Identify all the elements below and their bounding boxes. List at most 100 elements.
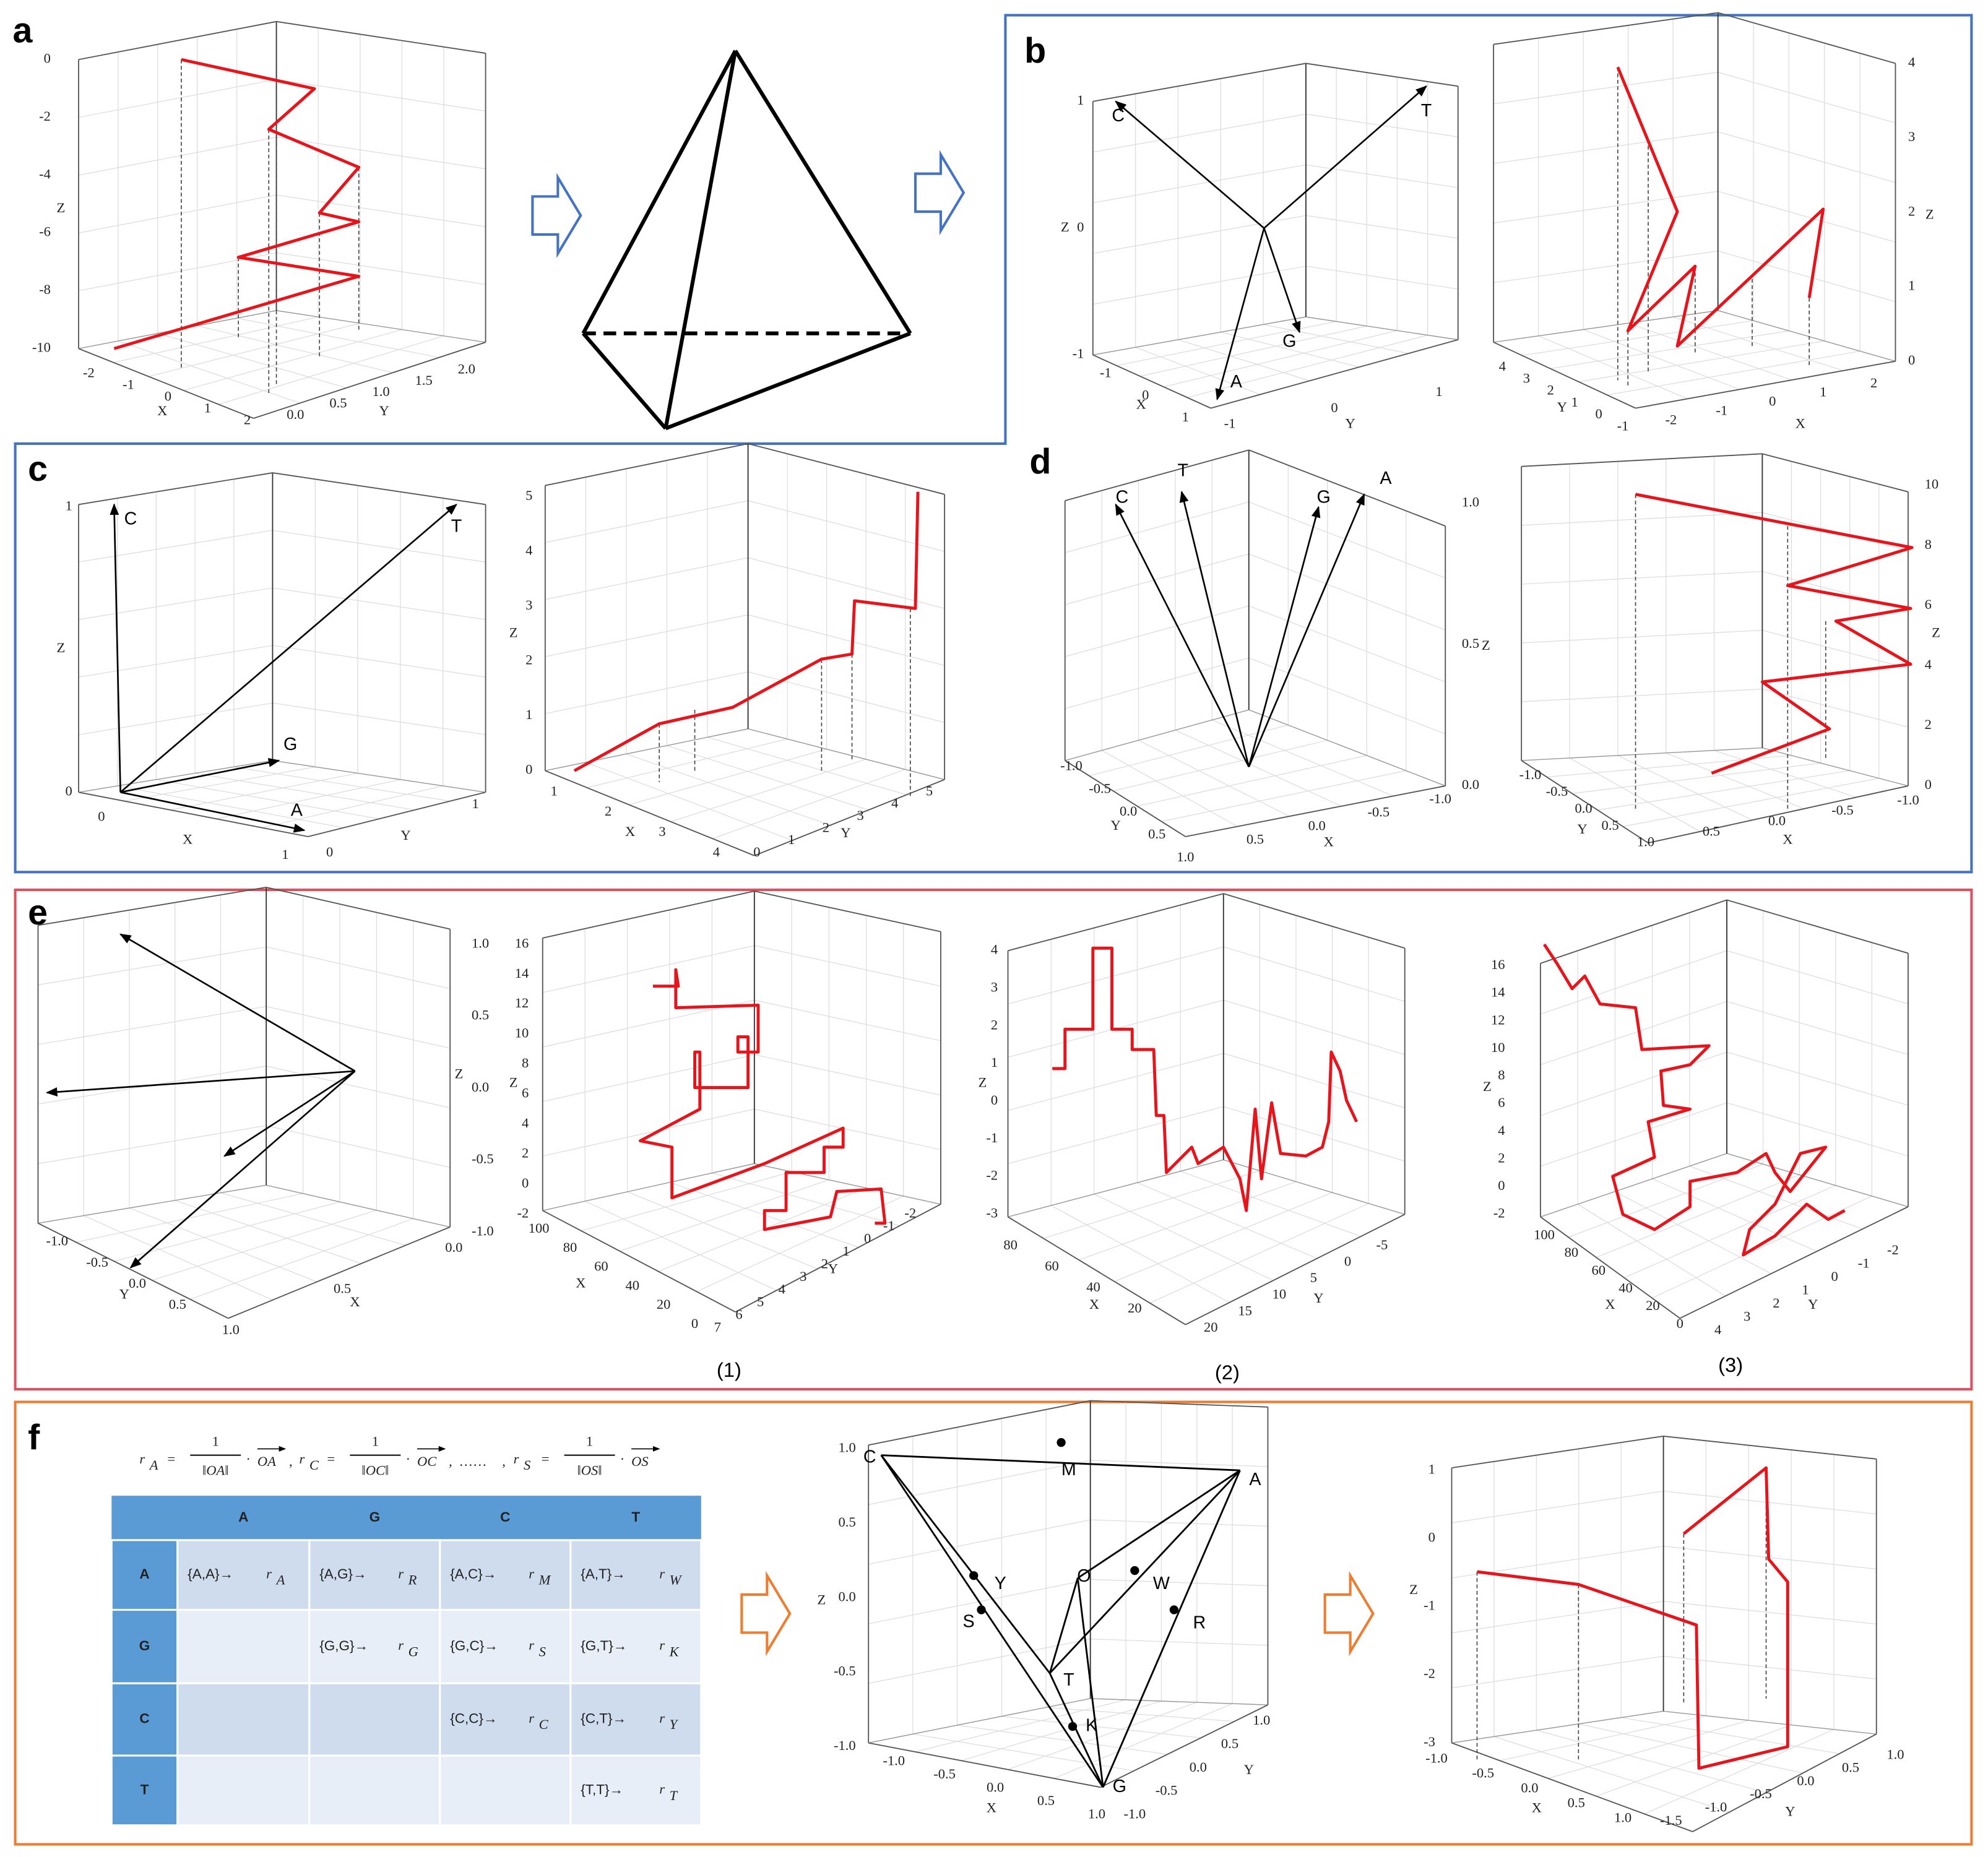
panel-label: a — [12, 11, 33, 50]
flow-arrow — [1323, 1570, 1375, 1657]
grid-line — [1050, 1205, 1230, 1303]
axis-label: Y — [1577, 821, 1587, 837]
vector-label: G — [1316, 488, 1330, 507]
point-label: A — [1249, 1470, 1261, 1489]
grid-line — [545, 500, 748, 543]
axis-edge — [1451, 1710, 1664, 1744]
axis-edge — [1726, 1153, 1909, 1207]
grid-line — [236, 317, 439, 358]
formula-denominator: ‖OS‖ — [577, 1462, 602, 1478]
grid-line — [1540, 950, 1727, 1015]
grid-line — [1090, 1519, 1268, 1527]
grid-line — [1045, 1707, 1235, 1722]
tick-label: 1.0 — [1637, 834, 1654, 849]
grid-line — [1718, 251, 1896, 303]
grid-line — [1065, 605, 1249, 657]
edge — [665, 331, 911, 431]
tick-label: 3 — [1908, 129, 1915, 144]
grid-line — [1090, 1639, 1268, 1646]
flow-arrow — [914, 150, 966, 236]
grid-line — [1007, 1702, 1197, 1770]
tick-label: 0.5 — [1703, 824, 1720, 839]
grid-line — [1223, 999, 1405, 1055]
grid-line — [1305, 265, 1458, 290]
tick-label: 0 — [1677, 1316, 1683, 1331]
tick-label: 80 — [1565, 1244, 1579, 1260]
tick-label: 5 — [1310, 1270, 1317, 1285]
grid-line — [1569, 757, 1701, 832]
grid-line — [545, 671, 748, 714]
axis-edge — [266, 887, 451, 930]
formula-vector: OA — [257, 1454, 276, 1469]
tick-label: 2 — [821, 1256, 828, 1272]
trajectory — [1477, 1466, 1789, 1770]
vector-arrow — [223, 1070, 356, 1157]
grid-line — [1762, 688, 1909, 728]
grid-line — [1079, 1181, 1297, 1260]
tick-label: 100 — [1534, 1226, 1555, 1242]
formula-separator: , — [289, 1454, 293, 1469]
tetra-edge — [881, 1454, 1240, 1471]
tick-label: 2 — [605, 803, 612, 819]
axis-edge — [1248, 709, 1446, 786]
cell-var: r — [659, 1637, 665, 1653]
axis-label: Z — [1061, 219, 1070, 235]
tick-label: 1 — [1802, 1282, 1809, 1298]
tick-label: -2 — [1424, 1666, 1435, 1681]
axis-edge — [542, 1163, 754, 1211]
tick-label: 1.0 — [372, 384, 389, 399]
tick-label: 60 — [1591, 1262, 1606, 1278]
table-cell — [439, 1754, 572, 1827]
axis-edge — [38, 887, 267, 926]
table-row-label: C — [139, 1711, 149, 1726]
tick-label: 0.0 — [1797, 1773, 1814, 1788]
grid-line — [1221, 332, 1360, 368]
tick-label: 1 — [1077, 92, 1084, 108]
grid-line — [1305, 215, 1458, 239]
axis-label: X — [183, 831, 192, 847]
axis-label: Z — [56, 200, 65, 215]
grid-line — [124, 766, 316, 802]
axis-edge — [78, 760, 273, 793]
tick-label: 2 — [1773, 1295, 1779, 1311]
edge — [581, 50, 737, 335]
tick-label: -1 — [1858, 1256, 1870, 1271]
axis-edge — [1185, 1213, 1406, 1325]
grid-line — [626, 753, 831, 826]
grid-line — [1615, 1191, 1771, 1274]
formula-ellipsis: …… — [459, 1454, 487, 1469]
point-dot — [1130, 1566, 1139, 1575]
grid-line — [118, 340, 300, 403]
tick-label: -0.5 — [834, 1663, 856, 1679]
tick-label: 1.0 — [1462, 494, 1479, 509]
trajectory — [1616, 66, 1825, 348]
grid-line — [1548, 1720, 1749, 1779]
tick-label: 0.0 — [129, 1275, 146, 1291]
tick-label: 1 — [525, 707, 532, 722]
tick-label: -2 — [986, 1168, 998, 1183]
tick-label: 0.0 — [1768, 813, 1786, 829]
grid-line — [1550, 330, 1789, 369]
cell-sub: A — [275, 1572, 285, 1588]
table-header: C — [500, 1509, 510, 1525]
grid-line — [1223, 1053, 1405, 1108]
axis-edge — [1718, 310, 1896, 362]
grid-line — [156, 779, 379, 819]
grid-line — [1578, 1723, 1804, 1773]
axis-label: X — [1783, 831, 1792, 847]
axis-edge — [78, 472, 273, 506]
grid-line — [117, 785, 344, 829]
cell-sub: M — [538, 1572, 551, 1588]
formula-var: r — [299, 1451, 305, 1467]
grid-line — [276, 79, 486, 112]
grid-line — [1094, 1194, 1274, 1281]
axis-edge — [1305, 62, 1458, 87]
grid-line — [38, 1006, 267, 1045]
vector-arrow — [1248, 493, 1365, 767]
grid-line — [1178, 339, 1310, 381]
tick-label: -0.5 — [1546, 783, 1568, 799]
tick-label: 60 — [1045, 1258, 1059, 1273]
grid-line — [868, 1639, 1091, 1684]
grid-line — [1008, 946, 1224, 1004]
axis-edge — [754, 890, 941, 933]
